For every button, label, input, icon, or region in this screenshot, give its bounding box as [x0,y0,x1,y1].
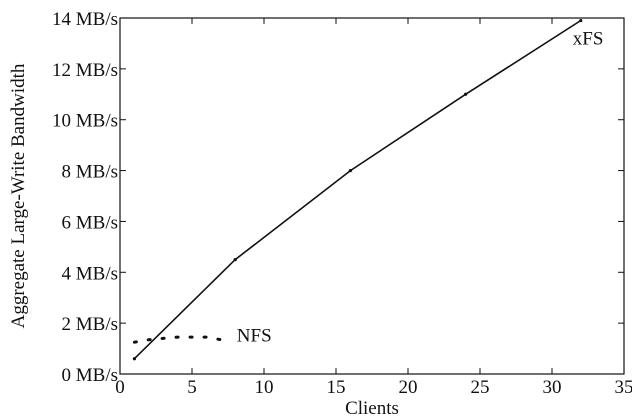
series-line-nfs [132,335,223,344]
tick-marks [119,17,625,375]
series-label-xfs: xFS [573,29,604,50]
y-tick-label: 8 MB/s [62,162,119,183]
y-tick-label: 6 MB/s [62,212,119,233]
y-tick-label: 10 MB/s [52,111,118,132]
series-line-xfs [133,19,582,360]
y-tick-label: 2 MB/s [62,314,119,335]
x-tick-label: 5 [187,377,197,398]
plot-frame [119,17,625,375]
data-point-xfs [579,18,583,23]
data-point-xfs [132,357,136,361]
series-lines [132,19,582,360]
x-tick-label: 25 [471,377,490,398]
x-tick-label: 20 [399,377,418,398]
series-label-nfs: NFS [237,326,272,347]
x-tick-label: 0 [115,377,125,398]
y-tick-labels: 0 MB/s 2 MB/s 4 MB/s 6 MB/s 8 MB/s 10 MB/s 12 … [52,9,118,386]
data-point-xfs [464,92,468,96]
data-point-xfs [348,168,352,173]
x-tick-label: 15 [327,377,346,398]
y-tick-label: 14 MB/s [52,9,118,30]
x-tick-labels: 0 5 10 15 20 25 30 35 [115,377,632,398]
data-point-xfs [233,257,237,262]
x-tick-label: 30 [543,377,562,398]
series-points [132,18,583,361]
series-labels: xFS NFS [237,29,604,347]
y-tick-label: 0 MB/s [62,365,119,386]
y-tick-label: 4 MB/s [62,263,119,284]
y-axis-label: Aggregate Large-Write Bandwidth [8,63,29,328]
x-tick-label: 35 [615,377,632,398]
y-tick-label: 12 MB/s [52,60,118,81]
x-axis-label: Clients [345,398,399,418]
x-tick-label: 10 [255,377,274,398]
